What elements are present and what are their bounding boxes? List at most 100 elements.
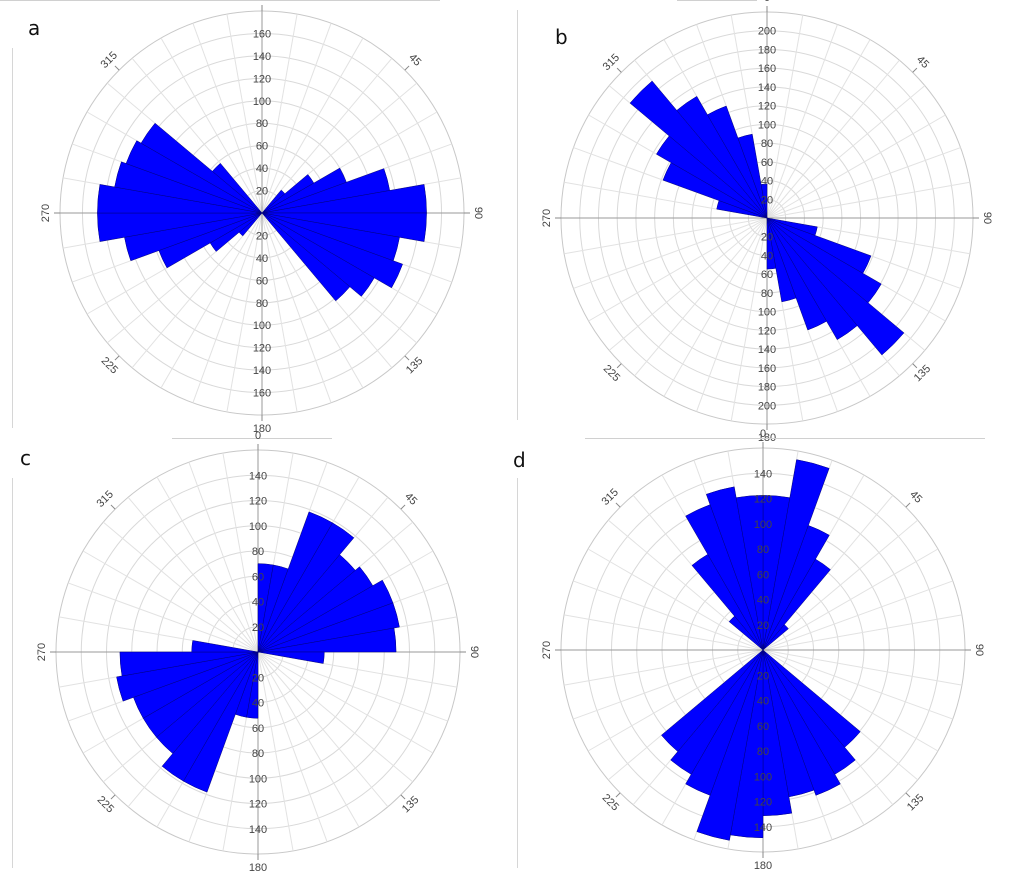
radial-tick-label: 60 — [757, 569, 769, 581]
radial-tick-label: 40 — [252, 597, 264, 609]
radial-tick-label: 160 — [758, 63, 776, 75]
radial-tick-label: 100 — [253, 96, 271, 108]
panel-a: 20 20 40 40 60 60 80 80 100 100 120 120 140 140 160 160… — [0, 0, 505, 438]
grid-spoke — [261, 23, 332, 214]
direction-tick — [905, 502, 911, 508]
radial-tick-label: 80 — [757, 544, 769, 556]
panel-letter-d: d — [513, 448, 526, 472]
radial-tick-label: 80 — [256, 298, 268, 310]
radial-tick-label: 100 — [754, 771, 772, 783]
radial-tick-label: 200 — [758, 26, 776, 38]
radial-tick-label: 120 — [253, 343, 271, 355]
direction-label: 270 — [541, 209, 553, 227]
grid-spoke — [226, 212, 263, 413]
grid-spoke — [573, 580, 764, 651]
grid-spoke — [762, 580, 953, 651]
grid-spoke — [564, 217, 768, 255]
radial-tick-label: 80 — [252, 546, 264, 558]
radial-tick-label: 20 — [256, 186, 268, 198]
radial-tick-label: 60 — [761, 157, 773, 169]
direction-tick — [114, 65, 120, 71]
top-border-line — [0, 0, 440, 1]
rose-chart-b: 20 20 40 40 60 60 80 80 100 100 120 120 140 140 160 160… — [541, 0, 993, 444]
grid-spoke — [634, 217, 768, 377]
rose-chart-a: 20 20 40 40 60 60 80 80 100 100 120 120 140 140 160 160… — [40, 0, 484, 435]
rose-bar — [661, 649, 764, 752]
panel-b: 20 20 40 40 60 60 80 80 100 100 120 120 140 140 160 160… — [505, 0, 1009, 444]
direction-tick — [912, 363, 918, 369]
direction-tick — [615, 792, 621, 798]
radial-tick-label: 140 — [758, 344, 776, 356]
radial-tick-label: 200 — [758, 400, 776, 412]
radial-tick-label: 120 — [754, 797, 772, 809]
panel-d: 20 20 40 40 60 60 80 80 100 100 120 120 140 140 0 45 90 1… — [505, 428, 1009, 874]
radial-tick-label: 100 — [253, 320, 271, 332]
grid-spoke — [766, 24, 838, 219]
top-border-line — [677, 0, 757, 1]
direction-label: 180 — [754, 860, 772, 872]
grid-spoke — [563, 649, 764, 686]
grid-spoke — [261, 13, 298, 214]
radial-tick-label: 20 — [761, 232, 773, 244]
rose-bar — [707, 105, 768, 219]
rose-bar — [685, 649, 764, 796]
radial-tick-label: 60 — [256, 141, 268, 153]
rose-bar — [762, 525, 830, 651]
direction-label: 90 — [981, 212, 993, 224]
grid-spoke — [608, 217, 768, 351]
grid-spoke — [188, 462, 259, 653]
direction-label: 90 — [468, 646, 480, 658]
grid-spoke — [257, 651, 360, 828]
direction-label: 270 — [40, 204, 52, 222]
radial-tick-label: 20 — [757, 670, 769, 682]
direction-label: 0 — [255, 430, 261, 442]
grid-spoke — [226, 13, 263, 214]
radial-tick-label: 80 — [252, 748, 264, 760]
rose-bar — [762, 558, 831, 651]
grid-spoke — [587, 548, 764, 651]
direction-label: 0 — [259, 0, 265, 3]
radial-tick-label: 80 — [757, 746, 769, 758]
radial-tick-label: 160 — [253, 388, 271, 400]
direction-tick — [400, 504, 406, 510]
direction-label: 0 — [764, 0, 770, 4]
grid-spoke — [192, 212, 263, 403]
left-border-line — [517, 10, 518, 420]
radial-tick-label: 160 — [758, 363, 776, 375]
rose-chart-d: 2020404060608080100100120120140140045901… — [541, 428, 985, 872]
grid-spoke — [261, 212, 298, 413]
radial-tick-label: 100 — [249, 521, 267, 533]
rose-bar — [760, 183, 768, 219]
grid-spoke — [222, 452, 259, 653]
radial-tick-label: 180 — [758, 44, 776, 56]
radial-tick-label: 100 — [758, 307, 776, 319]
rose-bar — [211, 162, 263, 214]
direction-tick — [110, 794, 116, 800]
grid-spoke — [762, 649, 963, 686]
direction-tick — [110, 504, 116, 510]
grid-spoke — [160, 37, 263, 214]
top-border-line — [585, 438, 985, 439]
grid-spoke — [160, 212, 263, 389]
radial-tick-label: 120 — [253, 73, 271, 85]
radial-tick-label: 60 — [256, 275, 268, 287]
direction-label: 90 — [973, 644, 985, 656]
grid-spoke — [573, 649, 764, 720]
grid-spoke — [766, 15, 804, 219]
grid-spoke — [766, 114, 946, 219]
rose-bar — [161, 651, 259, 782]
radial-tick-label: 140 — [754, 822, 772, 834]
direction-tick — [400, 794, 406, 800]
radial-tick-label: 140 — [249, 470, 267, 482]
radial-tick-label: 180 — [758, 382, 776, 394]
direction-label: 270 — [541, 641, 553, 659]
grid-spoke — [127, 496, 259, 653]
radial-tick-label: 140 — [754, 468, 772, 480]
radial-tick-label: 80 — [256, 118, 268, 130]
grid-spoke — [663, 217, 768, 397]
grid-spoke — [192, 23, 263, 214]
grid-spoke — [102, 521, 259, 653]
rose-bar — [670, 649, 764, 775]
panel-letter-c: c — [20, 446, 31, 470]
radial-tick-label: 100 — [249, 773, 267, 785]
